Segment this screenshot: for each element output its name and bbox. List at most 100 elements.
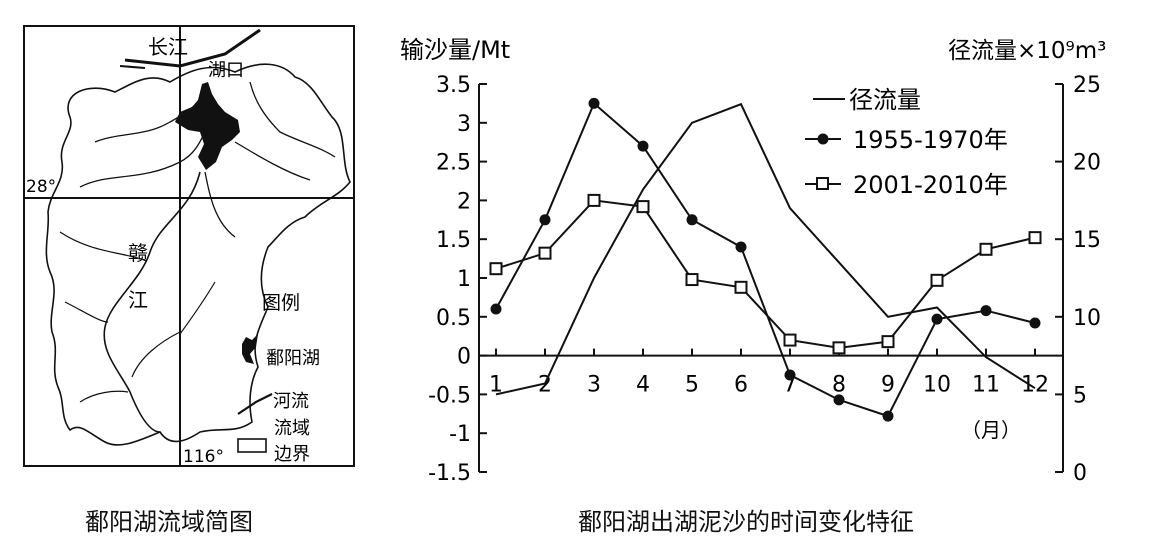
series-2-point (881, 335, 895, 349)
series-1-point (686, 214, 698, 226)
river-10 (179, 281, 216, 335)
series-1-point (882, 410, 894, 422)
chart-legend: 径流量 1955-1970年 2001-2010年 (805, 86, 1008, 199)
basin-boundary (45, 63, 351, 446)
label-longitude: 116° (183, 447, 224, 467)
sediment-runoff-chart: 输沙量/Mt 径流量×10⁹m³ 3.5 3 2.5 2 1.5 1 0.5 0 -0.5 -1 -… (400, 36, 1106, 486)
series-2-point (538, 246, 552, 260)
series-line-1 (495, 101, 1036, 418)
x-tick-label: 2 (538, 373, 552, 398)
y-left-tick-label: 3 (457, 112, 471, 137)
series-2-point (979, 242, 993, 256)
chart-panel: 输沙量/Mt 径流量×10⁹m³ 3.5 3 2.5 2 1.5 1 0.5 0 -0.5 -1 -… (395, 22, 1150, 492)
label-ganjiang-1: 赣 (128, 241, 148, 265)
y-left-axis-label: 输沙量/Mt (400, 36, 510, 64)
label-ganjiang-2: 江 (128, 288, 148, 312)
series-1-point (637, 140, 649, 152)
x-tick-label: 1 (489, 373, 503, 398)
map-panel: 长江 湖口 28° 116° 赣 江 图例 鄱阳湖 河流 流域 边界 (20, 22, 360, 472)
legend-2001-marker (816, 177, 829, 190)
legend-boundary-2: 边界 (274, 444, 310, 465)
series-1-point (784, 369, 796, 381)
y-right-tick-label: 10 (1073, 306, 1101, 331)
x-axis-label: （月） (961, 418, 1021, 442)
series-1-point (931, 313, 943, 325)
y-right-tick-label: 20 (1073, 151, 1101, 176)
series-2-point (783, 333, 797, 347)
series-2-point (734, 280, 748, 294)
river-8 (131, 331, 181, 378)
x-tick-label: 11 (972, 373, 1000, 398)
y-left-tick-label: 1.5 (436, 228, 471, 253)
y-right-tick-label: 25 (1073, 73, 1101, 98)
series-2-point (832, 341, 846, 355)
y-left-tick-label: 0.5 (436, 306, 471, 331)
series-2-point (636, 200, 650, 214)
y-right-tick-label: 5 (1073, 383, 1087, 408)
legend-title: 图例 (262, 292, 300, 314)
series-1-point (490, 303, 502, 315)
map-caption: 鄱阳湖流域简图 (85, 508, 253, 536)
x-tick-label: 5 (685, 373, 699, 398)
series-2-point (685, 273, 699, 287)
y-left-tick-label: -1.5 (428, 461, 471, 486)
series-1-point (1029, 317, 1041, 329)
legend-boundary-1: 流域 (274, 418, 310, 439)
yangtze-river (124, 28, 261, 68)
y-left-tick-label: 2 (457, 189, 471, 214)
river-9 (79, 390, 129, 403)
x-tick-label: 12 (1021, 373, 1049, 398)
series-line-0 (495, 102, 1036, 396)
chart-title: 鄱阳湖出湖泥沙的时间变化特征 (578, 508, 914, 536)
y-left-tick-label: -0.5 (428, 383, 471, 408)
series-1-point (735, 241, 747, 253)
y-right-axis-label: 径流量×10⁹m³ (948, 38, 1106, 64)
poyang-lake (175, 82, 240, 170)
x-tick-label: 9 (881, 373, 895, 398)
river-7 (64, 301, 109, 323)
series-1-point (588, 97, 600, 109)
label-latitude: 28° (26, 177, 56, 197)
series-1-point (980, 305, 992, 317)
river-4 (234, 141, 311, 181)
legend-runoff: 径流量 (849, 86, 921, 114)
y-left-tick-label: 2.5 (436, 151, 471, 176)
chart-series (489, 97, 1042, 422)
legend-river-icon (237, 393, 273, 415)
series-2-point (587, 193, 601, 207)
river-5 (204, 171, 236, 238)
label-changjiang: 长江 (148, 35, 188, 59)
legend-lake: 鄱阳湖 (266, 348, 320, 369)
gan-river (103, 171, 201, 433)
y-left-tick-label: 1 (457, 267, 471, 292)
y-left-tick-label: 0 (457, 345, 471, 370)
legend-boundary-icon (237, 438, 267, 453)
series-1-point (833, 394, 845, 406)
y-left-tick-label: 3.5 (436, 73, 471, 98)
y-right-tick-label: 0 (1073, 461, 1087, 486)
legend-river: 河流 (273, 391, 309, 412)
yangtze-river-west (119, 65, 146, 69)
river-3 (249, 81, 336, 158)
x-tick-label: 4 (636, 373, 650, 398)
series-line-2 (495, 199, 1036, 349)
label-hukou: 湖口 (208, 60, 244, 81)
legend-1955: 1955-1970年 (853, 126, 1008, 154)
series-2-point (1028, 231, 1042, 245)
x-tick-label: 8 (832, 373, 846, 398)
legend-1955-marker (817, 133, 829, 145)
x-tick-label: 10 (923, 373, 951, 398)
river-1 (79, 131, 206, 188)
y-right-tick-label: 15 (1073, 228, 1101, 253)
x-tick-label: 3 (587, 373, 601, 398)
river-6 (59, 231, 146, 261)
series-2-point (930, 273, 944, 287)
series-2-point (489, 262, 503, 276)
legend-2001: 2001-2010年 (853, 171, 1008, 199)
map-frame (23, 25, 355, 467)
series-1-point (539, 214, 551, 226)
map-figure: 长江 湖口 28° 116° 赣 江 图例 鄱阳湖 河流 流域 边界 (23, 25, 355, 467)
y-left-tick-label: -1 (449, 422, 471, 447)
x-tick-label: 6 (734, 373, 748, 398)
